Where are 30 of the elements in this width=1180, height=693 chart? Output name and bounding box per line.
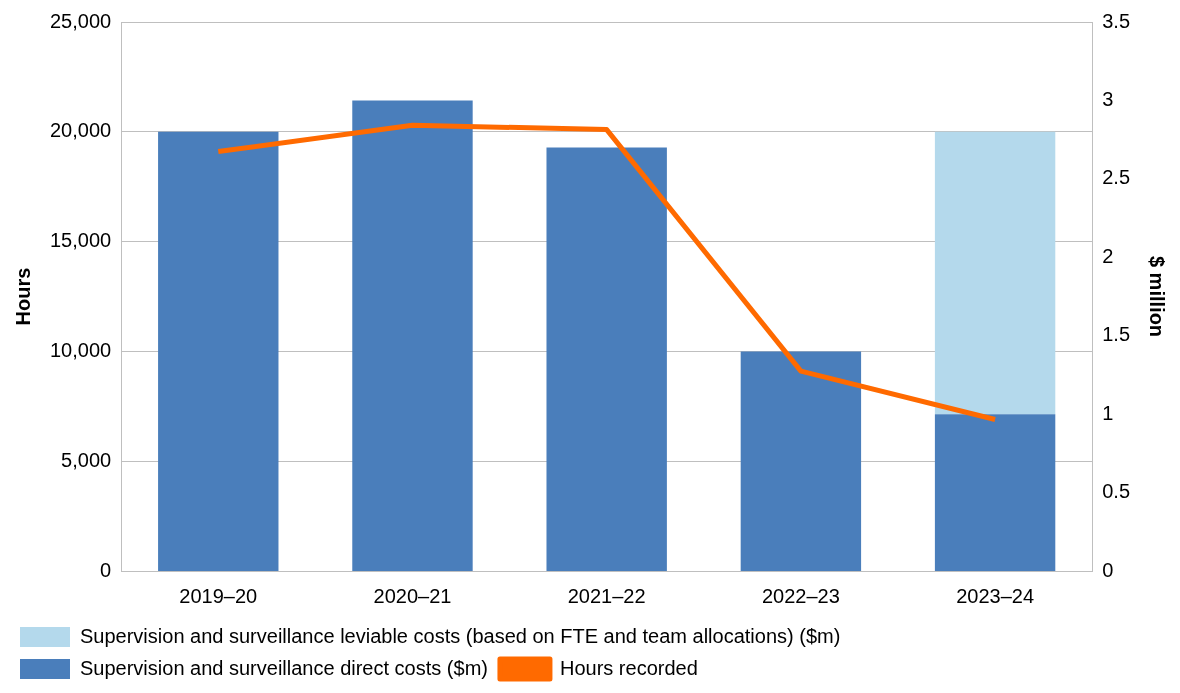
y2-tick-label: 0 xyxy=(1102,558,1114,581)
y-tick-label: 15,000 xyxy=(50,229,112,252)
legend-label: Supervision and surveillance leviable costs (based on FTE and team allocations) ($m) xyxy=(80,624,841,647)
bar xyxy=(546,147,667,571)
y2-tick-label: 1 xyxy=(1102,401,1114,424)
y2-tick-label: 3.5 xyxy=(1102,9,1131,32)
y2-tick-label: 2.5 xyxy=(1102,166,1131,189)
y2-tick-label: 3 xyxy=(1102,87,1114,110)
y-tick-label: 10,000 xyxy=(50,338,112,361)
x-tick-label: 2020–21 xyxy=(373,584,452,607)
y-axis-title: Hours xyxy=(11,267,34,326)
y2-axis-title: $ million xyxy=(1146,255,1169,338)
y2-tick-label: 2 xyxy=(1102,244,1114,267)
legend-label: Hours recorded xyxy=(559,656,698,679)
bar xyxy=(158,131,279,571)
y2-tick-label: 0.5 xyxy=(1102,480,1131,503)
x-tick-label: 2023–24 xyxy=(956,584,1035,607)
y-tick-label: 25,000 xyxy=(50,9,112,32)
bar xyxy=(352,100,473,571)
bar xyxy=(934,131,1056,415)
y-tick-label: 0 xyxy=(100,558,112,581)
legend-label: Supervision and surveillance direct costs ($m) xyxy=(80,656,488,679)
bar xyxy=(934,414,1056,571)
y-tick-label: 20,000 xyxy=(50,119,112,142)
bar xyxy=(740,351,862,571)
y2-tick-label: 1.5 xyxy=(1102,323,1131,346)
y-tick-label: 5,000 xyxy=(61,448,112,471)
x-tick-label: 2021–22 xyxy=(567,584,646,607)
x-tick-label: 2022–23 xyxy=(761,584,840,607)
x-tick-label: 2019–20 xyxy=(179,584,258,607)
